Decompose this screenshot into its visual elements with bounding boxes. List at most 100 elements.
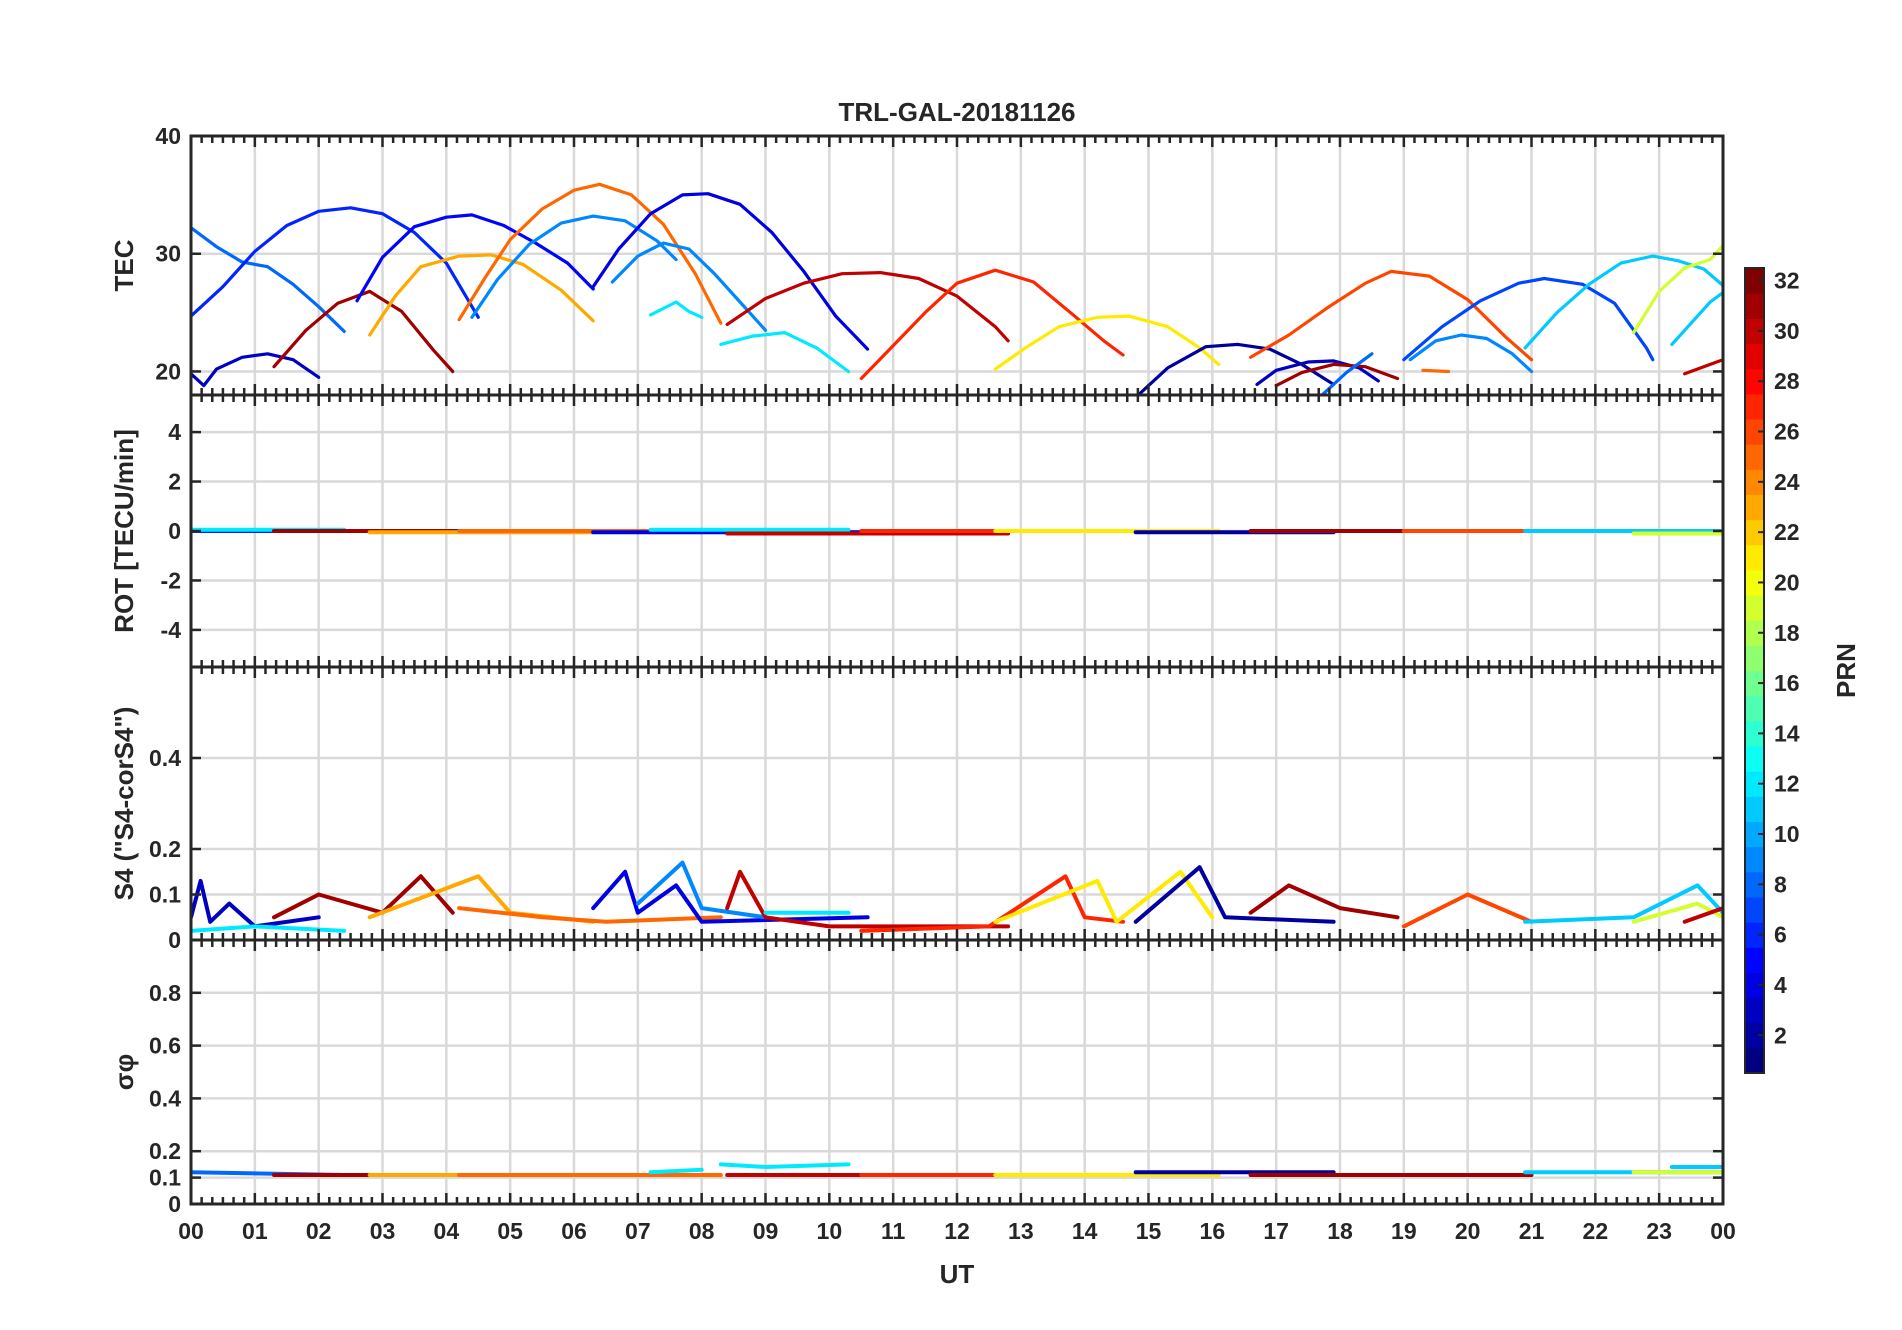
x-tick-label: 15 [1136, 1218, 1162, 1244]
colorbar-segment [1745, 519, 1764, 546]
colorbar-segment [1745, 846, 1764, 873]
x-tick-label: 18 [1327, 1218, 1353, 1244]
colorbar-segment [1745, 318, 1764, 345]
series-group-rot [191, 527, 1723, 536]
colorbar-tick-label: 30 [1774, 318, 1800, 344]
series-line-prn-4 [591, 869, 870, 924]
colorbar-tick-label: 12 [1774, 771, 1800, 797]
series-line-prn-30 [725, 869, 1011, 929]
series-group-s4 [191, 860, 1723, 933]
x-tick-label: 20 [1455, 1218, 1481, 1244]
series-line-prn-27 [859, 874, 1125, 933]
x-tick-label: 16 [1200, 1218, 1226, 1244]
series-line-prn-12 [719, 331, 851, 374]
series-line-prn-11 [1523, 883, 1723, 924]
colorbar-tick-label: 6 [1774, 922, 1787, 948]
y-tick-label: 0.1 [149, 882, 181, 908]
x-tick-label: 05 [497, 1218, 523, 1244]
series-line-prn-8 [191, 226, 346, 333]
colorbar-segment [1745, 293, 1764, 319]
x-tick-label: 12 [944, 1218, 970, 1244]
colorbar-segment [1745, 544, 1764, 571]
colorbar-segment [1745, 821, 1764, 848]
colorbar-tick-label: 4 [1774, 972, 1787, 998]
x-tick-label: 08 [689, 1218, 715, 1244]
colorbar-segment [1745, 368, 1764, 395]
series-line-prn-27 [859, 268, 1125, 381]
y-tick-label: 0 [168, 518, 181, 544]
colorbar-tick-label: 22 [1774, 519, 1800, 545]
colorbar-segment [1745, 268, 1764, 294]
panel-rot: -4 -2 0 2 4 ROT [TECU/min] [109, 393, 1725, 669]
series-line-prn-30 [1682, 906, 1723, 924]
colorbar-segment [1745, 922, 1764, 948]
colorbar-segment [1745, 569, 1764, 596]
x-tick-label: 00 [1710, 1218, 1736, 1244]
series-line-prn-4 [591, 192, 870, 351]
colorbar-segment [1745, 972, 1764, 999]
colorbar-segment [1745, 947, 1764, 973]
series-line-prn-5 [355, 213, 595, 303]
series-line-prn-11 [1670, 291, 1723, 346]
y-tick-label: 0.4 [149, 745, 181, 771]
y-axis-label-rot: ROT [TECU/min] [109, 429, 139, 633]
series-line-prn-21 [993, 869, 1215, 924]
y-tick-label: 0.6 [149, 1033, 181, 1059]
colorbar-tick-label: 16 [1774, 670, 1800, 696]
series-line-prn-30 [725, 271, 1010, 343]
x-tick-label: 04 [434, 1218, 460, 1244]
series-line-prn-25 [1421, 368, 1451, 374]
series-line-prn-9 [610, 241, 768, 332]
colorbar-label: PRN [1831, 643, 1861, 698]
series-line-prn-3 [191, 878, 321, 929]
x-tick-label: 14 [1072, 1218, 1098, 1244]
y-tick-label: 4 [168, 419, 181, 445]
series-line-prn-21 [993, 314, 1221, 371]
colorbar-segment [1745, 393, 1764, 420]
colorbar-segment [1745, 670, 1764, 697]
colorbar-frame [1744, 267, 1765, 1074]
colorbar-segment [1745, 745, 1764, 772]
y-tick-label: 0 [168, 927, 181, 953]
series-line-prn-25 [457, 182, 723, 325]
x-tick-label: 21 [1519, 1218, 1545, 1244]
y-tick-label: 30 [155, 241, 181, 267]
colorbar-segment [1745, 720, 1764, 747]
series-line-prn-9 [470, 214, 678, 319]
series-line-prn-31 [1274, 362, 1400, 388]
colorbar-segment [1745, 444, 1764, 470]
colorbar-tick-label: 28 [1774, 368, 1800, 394]
y-tick-label: -2 [161, 567, 181, 593]
colorbar-segment [1745, 871, 1764, 898]
colorbar-tick-label: 2 [1774, 1022, 1787, 1048]
series-line-prn-26 [1401, 892, 1534, 929]
y-tick-label: 2 [168, 469, 181, 495]
colorbar-segment [1745, 343, 1764, 370]
colorbar-segment [1745, 620, 1764, 646]
colorbar-tick-label: 26 [1774, 419, 1800, 445]
y-tick-label: 0.2 [149, 1138, 181, 1164]
x-tick-label: 02 [306, 1218, 332, 1244]
series-line-prn-31 [272, 289, 455, 374]
series-line-prn-30 [1683, 358, 1723, 376]
colorbar-tick-label: 32 [1774, 268, 1800, 294]
colorbar-tick-label: 24 [1774, 469, 1800, 495]
x-axis-label: UT [940, 1259, 975, 1289]
series-line-prn-23 [367, 874, 596, 924]
series-line-prn-2 [1133, 865, 1336, 924]
x-tick-label: 03 [370, 1218, 396, 1244]
y-tick-label: 20 [155, 358, 181, 384]
x-tick-label: 10 [817, 1218, 843, 1244]
grid-tec [191, 136, 1723, 395]
colorbar-segment [1745, 645, 1764, 672]
x-tick-label: 19 [1391, 1218, 1417, 1244]
colorbar-segment [1745, 418, 1764, 445]
colorbar-tick-label: 18 [1774, 620, 1800, 646]
colorbar-segment [1745, 771, 1764, 797]
y-tick-label: -4 [161, 617, 182, 643]
colorbar-segment [1745, 997, 1764, 1024]
panel-tec: 20 30 40 TEC [109, 123, 1725, 397]
